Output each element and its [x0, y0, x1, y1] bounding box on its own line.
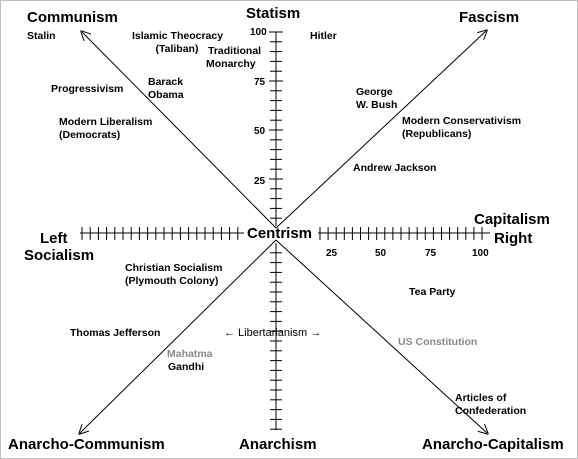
horizontal-axis-ticks — [81, 227, 483, 240]
point-label-articles-of-confederation: Articles of Confederation — [455, 392, 527, 417]
axis-label-socialism: Socialism — [24, 247, 95, 264]
diagonal-communism-line — [82, 32, 277, 229]
point-label-thomas-jefferson: Thomas Jefferson — [70, 327, 161, 339]
point-label-mahatma-gandhi: Mahatma Gandhi — [167, 348, 213, 373]
point-label-barack-obama: Barack Obama — [148, 76, 184, 101]
corner-label-communism: Communism — [27, 9, 118, 26]
horizontal-tick-label: 100 — [472, 248, 489, 259]
axis-label-centrism: Centrism — [247, 225, 313, 242]
axis-label-anarchism: Anarchism — [239, 436, 317, 453]
diagonal-anarcho-communism-line — [80, 239, 277, 433]
point-label-tea-party: Tea Party — [409, 286, 456, 298]
point-label-george-w-bush: George W. Bush — [356, 86, 398, 111]
vertical-tick-label: 50 — [254, 126, 266, 137]
point-label-modern-conservativism: Modern Conservativism (Republicans) — [402, 115, 522, 140]
point-label-progressivism: Progressivism — [51, 83, 124, 95]
horizontal-tick-label: 75 — [425, 248, 437, 259]
point-label-hitler: Hitler — [310, 30, 337, 42]
point-label-christian-socialism: Christian Socialism (Plymouth Colony) — [125, 262, 223, 287]
point-label-andrew-jackson: Andrew Jackson — [353, 162, 437, 174]
vertical-tick-label: 75 — [254, 77, 266, 88]
point-label-us-constitution: US Constitution — [398, 336, 478, 348]
corner-label-anarcho-capitalism: Anarcho-Capitalism — [422, 436, 564, 453]
axis-label-right: Right — [494, 230, 533, 247]
horizontal-tick-label: 25 — [326, 248, 338, 259]
axis-label-capitalism: Capitalism — [474, 211, 550, 228]
vertical-axis-ticks — [269, 31, 283, 430]
corner-label-fascism: Fascism — [459, 9, 520, 26]
horizontal-tick-label: 50 — [375, 248, 387, 259]
axis-label-statism: Statism — [246, 5, 301, 22]
point-label-traditional-monarchy: Traditional Monarchy — [206, 45, 262, 70]
point-label-stalin: Stalin — [27, 30, 56, 42]
diagonal-fascism-line — [275, 31, 486, 229]
axis-label-left: Left — [40, 230, 68, 247]
axis-label-libertarianism: ← Libertarianism → — [224, 327, 322, 339]
diagonal-anarcho-capitalism-line — [275, 239, 487, 433]
corner-label-anarcho-communism: Anarcho-Communism — [8, 436, 165, 453]
vertical-tick-label: 25 — [254, 176, 266, 187]
point-label-islamic-theocracy: Islamic Theocracy (Taliban) — [132, 30, 224, 55]
point-label-modern-liberalism: Modern Liberalism (Democrats) — [59, 116, 153, 141]
vertical-tick-label: 100 — [250, 27, 267, 38]
